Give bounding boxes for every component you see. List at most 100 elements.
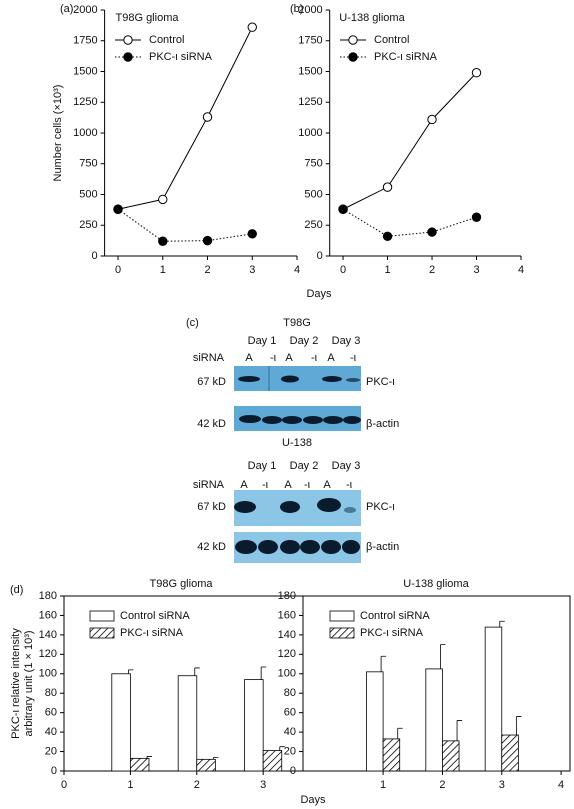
panel-label: (d) xyxy=(10,584,23,596)
band xyxy=(235,540,257,554)
bar xyxy=(382,738,401,772)
band xyxy=(303,416,323,424)
y-tick-label: 0 xyxy=(51,765,57,777)
x-tick-label: 2 xyxy=(429,264,435,276)
data-point xyxy=(113,204,123,214)
bar xyxy=(244,679,264,772)
legend-label: Control siRNA xyxy=(120,610,190,622)
y-tick-label: 80 xyxy=(45,687,57,699)
data-point xyxy=(471,68,482,78)
bar xyxy=(501,734,519,772)
y-tick-label: 80 xyxy=(284,687,296,699)
y-tick-label: 750 xyxy=(304,158,322,170)
error-bar xyxy=(440,644,446,669)
lane-label: -ι xyxy=(350,352,357,364)
x-axis-label: Days xyxy=(300,794,326,806)
legend-swatch xyxy=(329,610,355,622)
x-tick-label: 4 xyxy=(558,779,564,791)
y-tick-label: 100 xyxy=(39,668,57,680)
lane-label: A xyxy=(327,352,335,364)
y-tick-label: 100 xyxy=(278,668,296,680)
data-point xyxy=(382,182,393,192)
lane-label: A xyxy=(284,479,292,491)
x-tick-label: 0 xyxy=(61,779,67,791)
y-tick-label: 160 xyxy=(39,609,57,621)
lane-label: -ι xyxy=(262,479,269,491)
y-tick-label: 60 xyxy=(45,707,57,719)
size-label: 42 kD xyxy=(197,418,226,430)
band xyxy=(300,540,320,554)
y-tick-label: 120 xyxy=(39,648,57,660)
legend-marker xyxy=(123,35,133,45)
data-line xyxy=(342,208,477,237)
data-point xyxy=(158,236,168,246)
day-label: Day 3 xyxy=(332,460,361,472)
chart-title: U-138 glioma xyxy=(339,12,405,24)
cell-line: T98G xyxy=(283,317,311,329)
y-tick-label: 40 xyxy=(284,726,296,738)
bar xyxy=(111,673,131,772)
protein-label: PKC-ι xyxy=(366,376,395,388)
y-tick-label: 1750 xyxy=(298,35,322,47)
lane-label: -ι xyxy=(346,479,353,491)
y-tick-label: 180 xyxy=(39,590,57,602)
band xyxy=(234,501,256,513)
y-tick-label: 2000 xyxy=(73,4,97,16)
y-tick-label: 2000 xyxy=(298,4,322,16)
x-tick-label: 4 xyxy=(294,264,300,276)
day-label: Day 1 xyxy=(248,335,277,347)
cell-line: U-138 xyxy=(282,437,312,449)
blot-panel: T98G Day 1 Day 2 Day 3 siRNA A -ι A -ι A… xyxy=(193,317,399,431)
row-label: siRNA xyxy=(193,352,225,364)
x-tick-label: 3 xyxy=(260,779,266,791)
y-tick-label: 20 xyxy=(284,745,296,757)
band xyxy=(344,507,356,513)
data-point xyxy=(382,231,393,242)
legend-marker xyxy=(348,52,358,62)
x-tick-label: 0 xyxy=(115,264,121,276)
error-bar xyxy=(499,620,505,628)
lane-label: -ι xyxy=(270,352,277,364)
legend-label: PKC-ι siRNA xyxy=(120,627,184,639)
bar xyxy=(262,750,283,772)
y-tick-label: 160 xyxy=(278,609,296,621)
y-tick-label: 20 xyxy=(45,745,57,757)
error-bar xyxy=(194,667,200,676)
data-point xyxy=(202,112,213,122)
x-axis-label: Days xyxy=(306,288,332,300)
data-point xyxy=(338,204,348,214)
bar xyxy=(177,675,198,772)
lane-label: A xyxy=(285,352,293,364)
data-point xyxy=(427,227,437,237)
error-bar xyxy=(279,746,285,751)
x-tick-label: 1 xyxy=(127,779,133,791)
data-point xyxy=(471,212,482,222)
data-point xyxy=(202,235,213,246)
y-tick-label: 140 xyxy=(278,629,296,641)
x-tick-label: 2 xyxy=(439,779,445,791)
band xyxy=(262,416,282,424)
x-tick-label: 0 xyxy=(340,264,346,276)
y-tick-label: 180 xyxy=(278,590,296,602)
data-point xyxy=(247,229,257,239)
y-tick-label: 250 xyxy=(79,219,97,231)
size-label: 67 kD xyxy=(197,501,226,513)
day-label: Day 1 xyxy=(248,460,277,472)
y-tick-label: 0 xyxy=(317,250,323,262)
size-label: 42 kD xyxy=(197,541,226,553)
legend-label: PKC-ι siRNA xyxy=(149,51,213,63)
band xyxy=(280,501,300,513)
legend-label: PKC-ι siRNA xyxy=(374,51,438,63)
band xyxy=(281,375,299,383)
y-tick-label: 250 xyxy=(304,219,322,231)
lane-label: -ι xyxy=(311,352,318,364)
y-tick-label: 120 xyxy=(278,648,296,660)
x-tick-label: 4 xyxy=(518,264,524,276)
band xyxy=(342,540,360,554)
panel-label: (a) xyxy=(60,3,73,15)
bar xyxy=(196,758,216,772)
band xyxy=(282,416,302,424)
bar xyxy=(425,668,443,772)
band xyxy=(239,415,261,423)
x-tick-label: 2 xyxy=(204,264,210,276)
